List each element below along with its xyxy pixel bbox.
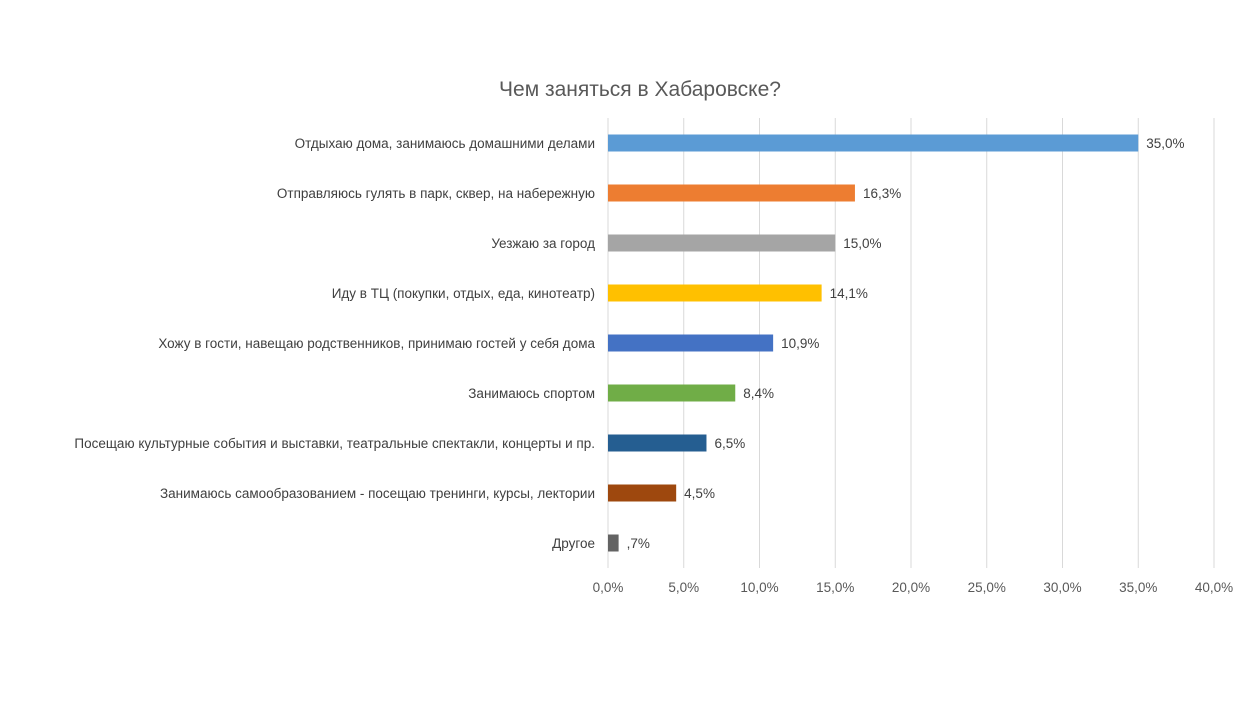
x-tick-label: 25,0% [968,580,1006,595]
x-tick-label: 35,0% [1119,580,1157,595]
category-label: Отправляюсь гулять в парк, сквер, на наб… [277,186,595,201]
value-labels: 35,0% 16,3% 15,0% 14,1% 10,9% 8,4% 6,5% 4,5% ,7% [627,136,1185,551]
bar [608,484,677,502]
category-label: Другое [552,536,595,551]
category-labels: Отдыхаю дома, занимаюсь домашними делами… [74,136,595,551]
bar [608,284,822,302]
bar [608,334,774,352]
value-label: 4,5% [684,486,715,501]
bar [608,134,1139,152]
value-label: 8,4% [743,386,774,401]
bar [608,534,619,552]
x-tick-label: 20,0% [892,580,930,595]
value-label: 10,9% [781,336,819,351]
x-tick-label: 0,0% [593,580,624,595]
category-label: Хожу в гости, навещаю родственников, при… [158,336,595,351]
bar [608,234,836,252]
category-label: Занимаюсь самообразованием - посещаю тре… [160,486,595,501]
x-tick-label: 30,0% [1043,580,1081,595]
value-label: 14,1% [830,286,868,301]
category-label: Отдыхаю дома, занимаюсь домашними делами [295,136,595,151]
category-label: Уезжаю за город [491,236,595,251]
bar [608,434,707,452]
category-label: Иду в ТЦ (покупки, отдых, еда, кинотеатр… [332,286,595,301]
value-label: ,7% [627,536,650,551]
x-tick-label: 15,0% [816,580,854,595]
bar [608,184,855,202]
category-label: Занимаюсь спортом [468,386,595,401]
value-label: 15,0% [843,236,881,251]
x-tick-label: 5,0% [668,580,699,595]
value-label: 35,0% [1146,136,1184,151]
value-label: 16,3% [863,186,901,201]
value-label: 6,5% [714,436,745,451]
x-axis-tick-labels: 0,0% 5,0% 10,0% 15,0% 20,0% 25,0% 30,0% 35,0% 40… [593,580,1234,595]
x-tick-label: 40,0% [1195,580,1233,595]
bar [608,384,736,402]
x-tick-label: 10,0% [740,580,778,595]
bars [608,134,1139,552]
category-label: Посещаю культурные события и выставки, т… [74,436,595,451]
chart-title: Чем заняться в Хабаровске? [499,78,781,101]
